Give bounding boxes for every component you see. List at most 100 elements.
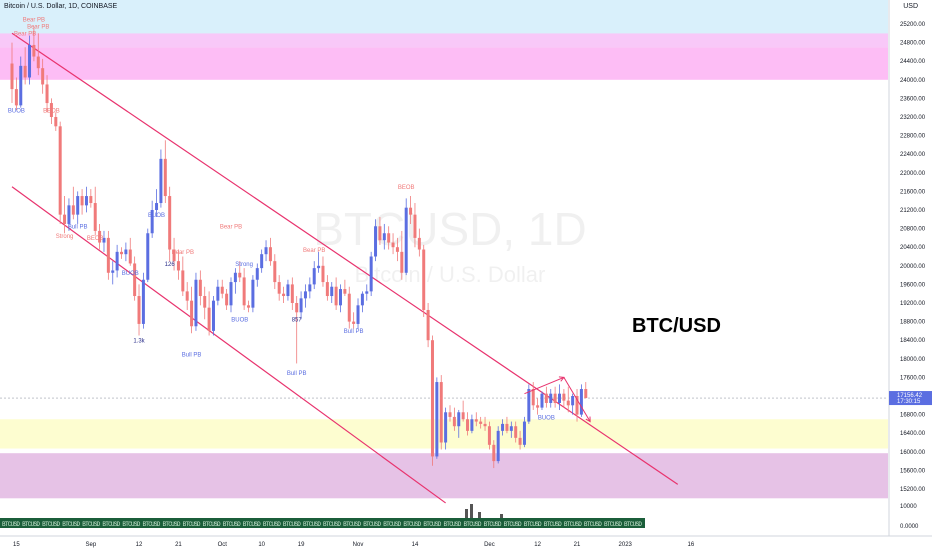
candle [32, 26, 36, 62]
candle-body [334, 286, 338, 306]
candle-body [41, 68, 45, 85]
candle [457, 409, 461, 438]
candle-body [448, 412, 452, 417]
candle-body [492, 444, 496, 462]
candle-body [67, 205, 71, 224]
candle-body [229, 282, 233, 306]
candle-body [343, 289, 347, 294]
candle-body [286, 284, 290, 297]
candle-body [264, 247, 268, 255]
signal-label: BUOB [122, 271, 139, 277]
candle [286, 279, 290, 301]
candle-body [89, 196, 93, 204]
candle-body [466, 419, 470, 431]
candle-body [522, 421, 526, 445]
candle [273, 254, 277, 290]
candle [312, 261, 316, 290]
candle-body [347, 293, 351, 322]
candle [531, 382, 535, 410]
candle-body [190, 300, 194, 327]
candle [479, 416, 483, 429]
candle-body [198, 279, 202, 297]
candle [553, 386, 557, 408]
candle-body [470, 419, 474, 431]
candle-body [185, 291, 189, 301]
candle [422, 244, 426, 317]
candle [155, 189, 159, 217]
candle-body [163, 158, 167, 197]
candle-body [23, 65, 27, 78]
candle [268, 237, 272, 266]
candle-body [290, 284, 294, 303]
candle [49, 98, 53, 124]
y-tick-label: 17600.00 [900, 375, 926, 381]
candle-body [120, 251, 123, 255]
x-tick-label: 14 [412, 542, 419, 548]
candle-body [479, 421, 483, 424]
signal-label: Bull PB [344, 329, 364, 335]
candle [58, 121, 62, 224]
candle [492, 440, 496, 469]
candle-body [575, 396, 579, 415]
candle-body [93, 203, 97, 231]
candle-body [501, 423, 505, 431]
candle-body [84, 196, 88, 206]
candle-body [32, 44, 36, 57]
candle-body [378, 226, 382, 241]
signal-label: BUOB [538, 415, 555, 421]
candle [251, 275, 255, 313]
candle [330, 282, 334, 303]
candle [98, 223, 102, 250]
candle-body [19, 65, 23, 106]
trendline-0 [11, 32, 679, 485]
y-tick-label: 22000.00 [900, 171, 926, 177]
candle [391, 233, 395, 255]
candle-body [461, 412, 465, 420]
trendline-1 [11, 186, 446, 504]
candle [10, 42, 14, 104]
candle [356, 298, 360, 329]
time-axis [0, 536, 932, 550]
candle-body [295, 303, 299, 313]
candle [185, 282, 189, 310]
candle-body [360, 293, 364, 306]
candle [452, 407, 456, 431]
candle [45, 75, 49, 113]
candle-body [474, 419, 478, 422]
candle-body [457, 412, 461, 427]
candle [448, 405, 452, 422]
zone-blue-top [0, 0, 888, 34]
candle [172, 237, 176, 271]
candle [141, 272, 145, 329]
y-tick-label: 18800.00 [900, 320, 926, 326]
candle [102, 230, 106, 252]
candle-body [299, 298, 303, 313]
candle [466, 412, 470, 436]
candle [430, 335, 434, 466]
candle-body [312, 268, 316, 285]
candle-body [439, 382, 443, 443]
candle [41, 58, 45, 94]
candle [299, 291, 303, 320]
candle [80, 189, 84, 215]
candle [540, 391, 544, 410]
candle [409, 196, 413, 224]
y-tick-label: 25200.00 [900, 22, 926, 28]
candle-body [14, 89, 18, 106]
candle-body [435, 382, 439, 457]
candle [211, 296, 215, 336]
candle [159, 149, 163, 208]
candle-body [282, 293, 286, 297]
candle [238, 261, 242, 283]
candle [321, 256, 325, 287]
y-tick-label: 21200.00 [900, 208, 926, 214]
candle [133, 256, 137, 301]
y-tick-label: 15600.00 [900, 468, 926, 474]
candle-body [562, 393, 566, 401]
candle-body [444, 412, 448, 443]
candle-body [369, 256, 373, 292]
y-tick-label: 20400.00 [900, 245, 926, 251]
candle [470, 414, 474, 434]
candle-body [452, 416, 456, 427]
